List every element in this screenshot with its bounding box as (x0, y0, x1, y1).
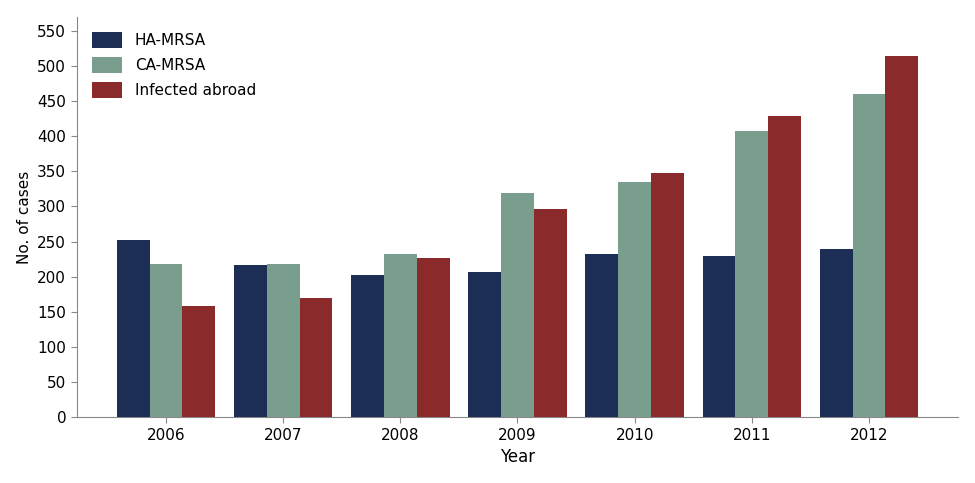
Y-axis label: No. of cases: No. of cases (17, 170, 31, 264)
Bar (416, 258, 449, 417)
Bar (651, 173, 683, 417)
Bar (768, 116, 801, 417)
Bar (267, 264, 299, 417)
Bar (585, 254, 618, 417)
Bar (534, 209, 566, 417)
Bar (501, 193, 534, 417)
Legend: HA-MRSA, CA-MRSA, Infected abroad: HA-MRSA, CA-MRSA, Infected abroad (84, 24, 263, 106)
Bar (885, 56, 918, 417)
Bar (182, 306, 215, 417)
Bar (299, 298, 332, 417)
Bar (149, 264, 182, 417)
Bar (820, 249, 852, 417)
Bar (234, 265, 267, 417)
Bar (384, 254, 416, 417)
Bar (618, 182, 651, 417)
X-axis label: Year: Year (500, 448, 535, 466)
Bar (852, 94, 885, 417)
Bar (117, 240, 149, 417)
Bar (703, 256, 735, 417)
Bar (735, 131, 768, 417)
Bar (351, 275, 384, 417)
Bar (468, 272, 501, 417)
